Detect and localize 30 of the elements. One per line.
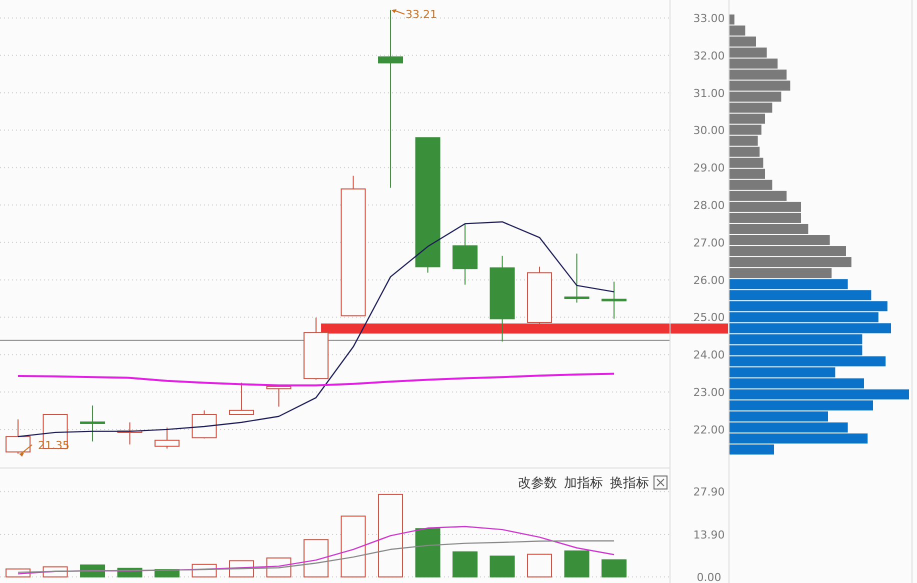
y-tick-label: 24.00 bbox=[693, 348, 725, 362]
y-tick-label: 25.00 bbox=[693, 311, 725, 324]
y-tick-label: 27.90 bbox=[693, 486, 725, 499]
bar bbox=[340, 516, 366, 578]
annotation: 33.21 bbox=[406, 8, 438, 22]
y-tick-label: 31.00 bbox=[693, 86, 725, 100]
annotation: 改参数 bbox=[518, 476, 557, 491]
y-tick-label: 0.00 bbox=[696, 570, 722, 583]
annotation: 加指标 bbox=[564, 476, 603, 491]
y-tick-label: 27.00 bbox=[693, 236, 725, 250]
line-series bbox=[17, 540, 615, 573]
bar bbox=[452, 551, 478, 578]
y-tick-label: 29.00 bbox=[693, 162, 725, 175]
y-tick-label: 23.00 bbox=[693, 386, 725, 400]
y-tick-label: 30.00 bbox=[693, 124, 725, 138]
bar bbox=[490, 556, 515, 578]
bar bbox=[415, 528, 440, 578]
bar bbox=[564, 550, 590, 578]
bar bbox=[378, 494, 404, 578]
y-tick-label: 13.90 bbox=[693, 528, 725, 542]
y-tick-label: 26.00 bbox=[693, 274, 725, 287]
y-tick-label: 28.00 bbox=[693, 199, 725, 212]
bar bbox=[304, 539, 329, 578]
y-tick-label: 33.00 bbox=[693, 12, 725, 25]
bar bbox=[602, 559, 627, 578]
line-series bbox=[17, 372, 616, 386]
y-tick-label: 32.00 bbox=[693, 49, 725, 62]
annotation: 换指标 bbox=[610, 476, 649, 491]
y-tick-label: 22.00 bbox=[693, 423, 725, 436]
bar bbox=[527, 554, 552, 578]
